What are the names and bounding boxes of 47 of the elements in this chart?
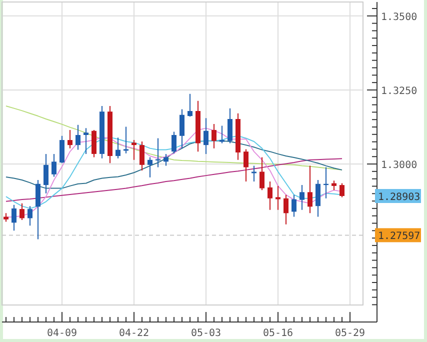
candlestick xyxy=(140,141,144,172)
candlestick xyxy=(292,194,296,218)
candlestick xyxy=(252,165,256,182)
x-tick-label: 04-22 xyxy=(118,328,150,339)
ref-line-label: 1.27597 xyxy=(378,231,420,242)
y-tick-label: 1.3000 xyxy=(381,160,418,172)
candlestick xyxy=(260,156,264,191)
text: 1.28903 xyxy=(378,192,420,204)
candlestick xyxy=(76,124,80,150)
candlestick xyxy=(92,129,96,158)
candlestick xyxy=(164,153,168,166)
candlestick xyxy=(220,125,224,144)
x-tick-label: 05-16 xyxy=(262,328,294,339)
candlestick xyxy=(180,108,184,149)
x-tick-label: 05-29 xyxy=(334,328,366,339)
candlestick xyxy=(28,206,32,226)
candlestick xyxy=(308,165,312,214)
candlestick xyxy=(212,124,216,149)
candlestick xyxy=(188,93,192,118)
candlestick xyxy=(12,204,16,232)
candlestick xyxy=(84,128,88,154)
candlestick xyxy=(172,131,176,154)
candlestick xyxy=(268,180,272,210)
candlestick xyxy=(332,180,336,191)
candlestick xyxy=(204,118,208,154)
candlestick xyxy=(68,129,72,149)
candlestick xyxy=(44,153,48,194)
x-tick-label: 05-03 xyxy=(190,328,222,339)
candlestick xyxy=(228,108,232,144)
line-series xyxy=(6,105,342,170)
candlestick xyxy=(284,194,288,225)
candlestick xyxy=(132,140,136,160)
candlestick xyxy=(340,182,344,198)
candlestick xyxy=(316,180,320,218)
y-tick-label: 1.3500 xyxy=(381,12,418,23)
candlestick xyxy=(116,137,120,159)
y-tick-label: 1.3250 xyxy=(381,86,418,97)
candlestick xyxy=(124,126,128,154)
candlestick xyxy=(36,180,40,240)
candlestick xyxy=(52,153,56,178)
x-tick-label: 04-09 xyxy=(46,328,78,339)
candlestick xyxy=(276,185,280,210)
candlestick xyxy=(60,135,64,164)
candlestick xyxy=(20,202,24,220)
candlestick xyxy=(300,184,304,210)
candlestick xyxy=(244,148,248,182)
candlestick xyxy=(148,156,152,178)
